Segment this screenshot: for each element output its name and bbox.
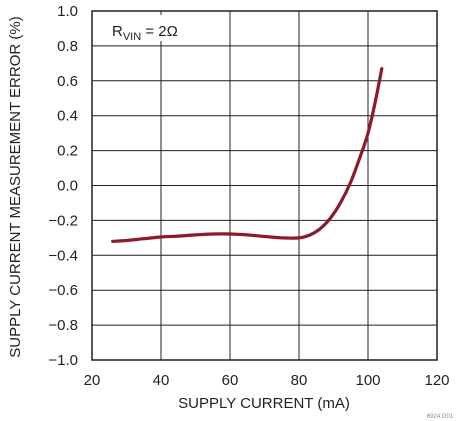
annotation-subscript: VIN [123,31,141,43]
x-tick-label: 100 [355,372,380,389]
y-tick-label: 0.2 [57,143,78,160]
x-tick-labels: 20 40 60 80 100 120 [84,372,450,389]
series-line-0 [111,66,384,243]
y-tick-label: 0.4 [57,108,78,125]
y-tick-labels: 1.0 0.8 0.6 0.4 0.2 0.0 −0.2 −0.4 −0.6 −0.8 −1.0 [48,3,78,369]
x-tick-label: 20 [84,372,101,389]
annotation-background [100,15,196,41]
y-tick-label: −0.8 [48,317,78,334]
annotation: RVIN = 2Ω [100,15,196,43]
y-axis-title: SUPPLY CURRENT MEASUREMENT ERROR (%) [7,16,24,357]
y-tick-label: −0.2 [48,212,78,229]
x-tick-label: 80 [291,372,308,389]
y-tick-label: 0.6 [57,73,78,90]
grid [91,10,438,361]
x-tick-label: 60 [222,372,239,389]
series-layer [111,66,384,243]
annotation-main: R [112,23,123,40]
figure-number: 6924 G01 [427,414,454,420]
y-tick-label: −1.0 [48,352,78,369]
y-tick-label: 1.0 [57,3,78,20]
y-tick-label: 0.8 [57,38,78,55]
annotation-rest: = 2Ω [141,23,178,40]
y-tick-label: 0.0 [57,178,78,195]
annotation-label: RVIN = 2Ω [112,23,178,43]
y-tick-label: −0.4 [48,247,78,264]
x-axis-title: SUPPLY CURRENT (mA) [178,395,350,412]
x-tick-label: 120 [424,372,449,389]
x-tick-label: 40 [153,372,170,389]
y-tick-label: −0.6 [48,282,78,299]
plot-frame [91,10,438,361]
